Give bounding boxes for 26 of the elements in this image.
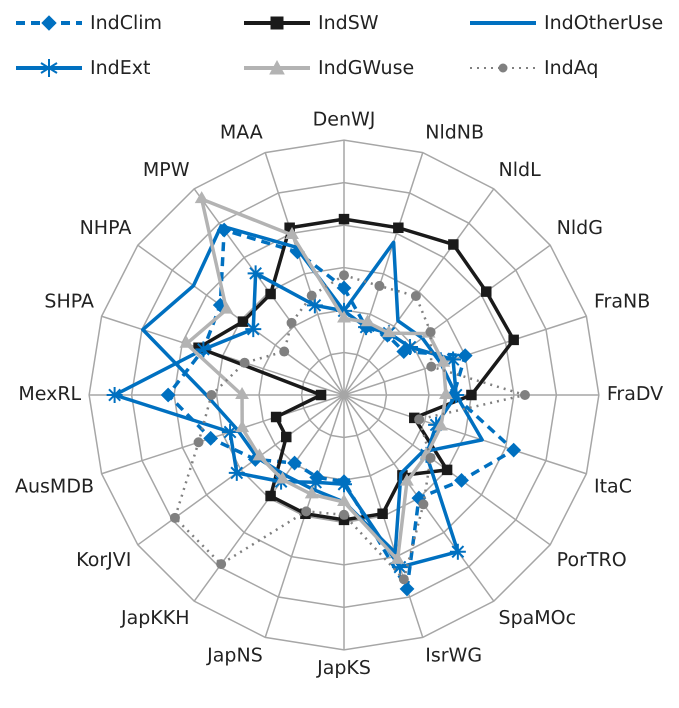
spoke-label: NHPA xyxy=(80,217,132,240)
spoke-label: NldG xyxy=(556,217,603,240)
spoke-label: AusMDB xyxy=(14,476,94,498)
spoke-label: DenWJ xyxy=(312,108,376,131)
spoke-label: ItaC xyxy=(594,476,632,498)
legend-label: IndGWuse xyxy=(318,56,414,78)
spoke-label: NldL xyxy=(498,158,542,181)
spoke-label: MAA xyxy=(220,122,263,144)
spoke-label: KorJVI xyxy=(76,548,132,571)
spoke-label: FraDV xyxy=(606,382,664,405)
spoke-label: JapKS xyxy=(316,657,371,680)
spoke-label: MexRL xyxy=(18,382,82,405)
legend-label: IndSW xyxy=(318,12,379,34)
legend-label: IndOtherUse xyxy=(544,12,664,34)
spoke-label: SpaMOc xyxy=(498,607,576,630)
spoke-label: MPW xyxy=(142,158,190,181)
legend-label: IndClim xyxy=(90,12,162,34)
spoke-label: FraNB xyxy=(594,290,650,312)
spoke-label: IsrWG xyxy=(425,644,482,666)
spoke-label: JapNS xyxy=(206,644,263,666)
spoke-label: PorTRO xyxy=(556,548,627,571)
spoke-label: NldNB xyxy=(425,122,484,144)
spoke-label: JapKKH xyxy=(120,607,190,630)
spoke-label: SHPA xyxy=(44,290,94,312)
legend-label: IndAq xyxy=(544,56,598,78)
legend-label: IndExt xyxy=(90,56,150,78)
